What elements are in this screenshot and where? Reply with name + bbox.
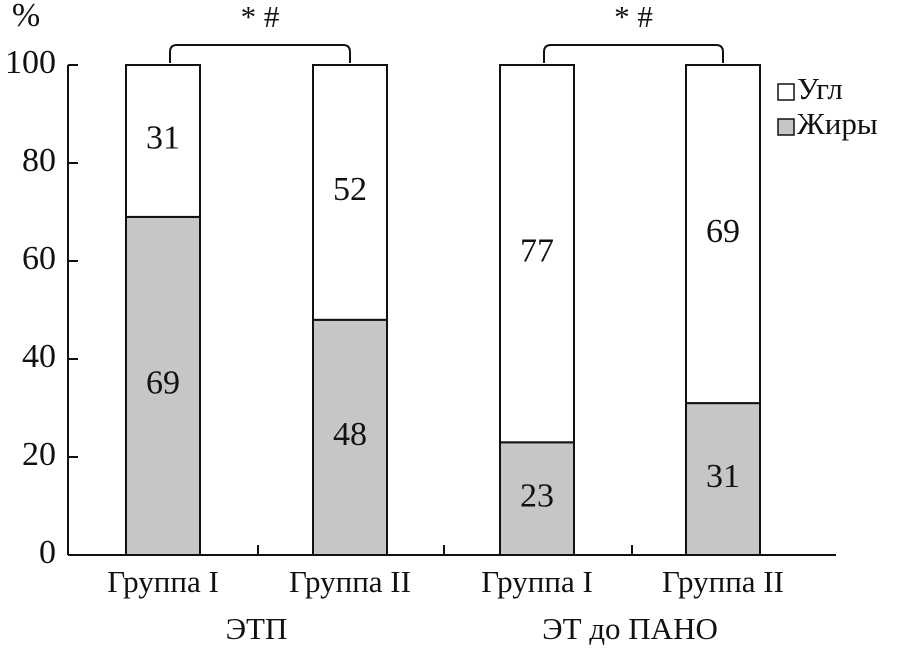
legend-swatch (777, 83, 795, 101)
y-tick-label: 20 (22, 436, 56, 473)
legend-label: Жиры (797, 106, 878, 141)
value-label: 31 (146, 120, 180, 157)
bar-segment (312, 318, 388, 556)
x-tick-label: Группа I (481, 564, 593, 599)
bar-segment (312, 64, 388, 321)
annotation: * # (241, 0, 280, 34)
bar-segment (125, 215, 201, 556)
bar-segment (499, 64, 575, 444)
group-label: ЭТ до ПАНО (542, 611, 718, 646)
value-label: 48 (333, 416, 367, 453)
significance-bracket (543, 44, 724, 63)
bar-segment (685, 64, 761, 405)
x-tick-label: Группа II (662, 564, 784, 599)
value-label: 52 (333, 171, 367, 208)
y-tick-label: 0 (39, 534, 56, 571)
y-tick-label: 100 (5, 44, 56, 81)
bar-segment (499, 441, 575, 556)
legend-label: Угл (797, 71, 843, 106)
x-tick-label: Группа I (107, 564, 219, 599)
y-tick-label: 40 (22, 338, 56, 375)
bar-segment (125, 64, 201, 218)
group-label: ЭТП (226, 611, 288, 646)
value-label: 69 (706, 213, 740, 250)
x-tick-label: Группа II (289, 564, 411, 599)
y-tick-label: 60 (22, 240, 56, 277)
legend-swatch (777, 118, 795, 136)
significance-bracket (169, 44, 351, 63)
y-tick-label: 80 (22, 142, 56, 179)
value-label: 77 (520, 232, 554, 269)
value-label: 69 (146, 365, 180, 402)
annotation: * # (614, 0, 653, 34)
y-axis-label: % (12, 0, 40, 34)
value-label: 31 (706, 458, 740, 495)
value-label: 23 (520, 477, 554, 514)
